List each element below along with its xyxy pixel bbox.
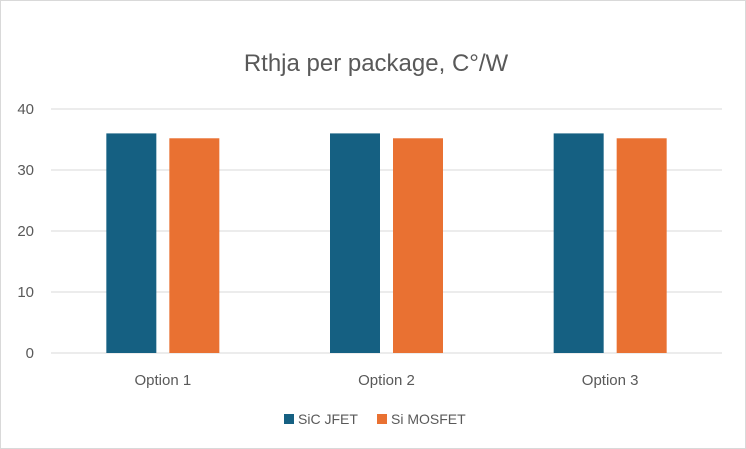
legend-swatch bbox=[284, 414, 294, 424]
legend-swatch bbox=[377, 414, 387, 424]
legend-label: Si MOSFET bbox=[391, 411, 466, 427]
legend: SiC JFET Si MOSFET bbox=[284, 411, 466, 427]
x-category-label: Option 1 bbox=[134, 372, 191, 389]
bar-si-mosfet-3 bbox=[616, 138, 667, 353]
bar-si-mosfet-1 bbox=[169, 138, 220, 353]
bar-sic-jfet-2 bbox=[330, 133, 380, 353]
gridlines bbox=[51, 108, 722, 354]
y-tick-label: 0 bbox=[26, 345, 34, 362]
bars bbox=[106, 133, 667, 353]
legend-label: SiC JFET bbox=[298, 411, 358, 427]
x-category-label: Option 2 bbox=[358, 372, 415, 389]
bar-sic-jfet-3 bbox=[553, 133, 604, 353]
y-axis-ticks: 0 10 20 30 40 bbox=[17, 101, 34, 362]
x-axis-categories: Option 1 Option 2 Option 3 bbox=[134, 372, 638, 389]
y-tick-label: 10 bbox=[17, 284, 34, 301]
bar-si-mosfet-2 bbox=[393, 138, 443, 353]
y-tick-label: 20 bbox=[17, 223, 34, 240]
y-tick-label: 30 bbox=[17, 162, 34, 179]
legend-item-si-mosfet: Si MOSFET bbox=[377, 411, 466, 427]
y-tick-label: 40 bbox=[17, 101, 34, 118]
x-category-label: Option 3 bbox=[582, 372, 639, 389]
legend-item-sic-jfet: SiC JFET bbox=[284, 411, 358, 427]
chart-title: Rthja per package, C°/W bbox=[244, 50, 509, 77]
bar-sic-jfet-1 bbox=[106, 133, 157, 353]
